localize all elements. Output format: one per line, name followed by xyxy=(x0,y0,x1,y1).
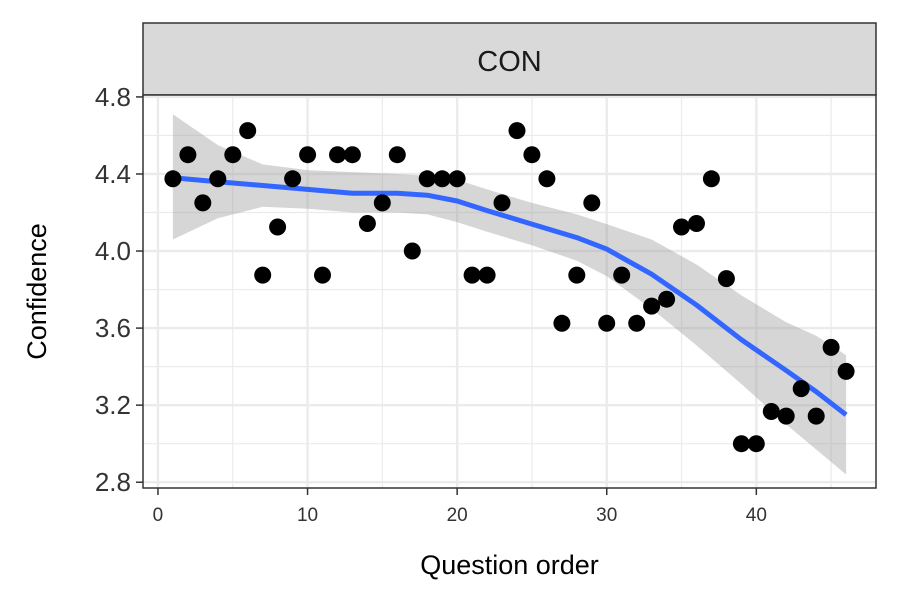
data-point xyxy=(433,170,451,188)
data-points xyxy=(164,122,855,453)
smooth-line-layer xyxy=(172,175,848,417)
data-point xyxy=(373,194,391,212)
y-tick-label: 3.6 xyxy=(95,313,131,343)
data-point xyxy=(837,362,855,380)
x-tick-label: 30 xyxy=(596,505,617,526)
data-point xyxy=(523,146,541,164)
y-tick-label: 4.0 xyxy=(95,236,131,266)
data-point xyxy=(478,266,496,284)
data-point xyxy=(658,290,676,308)
data-point xyxy=(807,407,825,425)
data-point xyxy=(388,146,406,164)
major-gridlines xyxy=(143,95,876,488)
facet-label: CON xyxy=(477,46,541,78)
data-point xyxy=(284,170,302,188)
data-point xyxy=(822,338,840,356)
y-axis-ticks: 2.8 3.2 3.6 4.0 4.4 4.8 xyxy=(95,82,143,497)
data-point xyxy=(792,380,810,398)
data-point xyxy=(673,218,690,236)
data-point xyxy=(299,146,317,164)
data-point xyxy=(463,266,481,284)
y-tick-label: 4.8 xyxy=(95,82,131,112)
data-point xyxy=(358,215,376,232)
data-point xyxy=(254,266,272,284)
data-point xyxy=(209,170,227,188)
data-point xyxy=(403,242,421,260)
data-point xyxy=(224,146,242,164)
data-point xyxy=(343,146,361,164)
confidence-band-layer xyxy=(172,114,847,475)
data-point xyxy=(613,266,631,284)
data-point xyxy=(702,170,720,188)
data-point xyxy=(717,270,735,288)
data-point xyxy=(508,122,526,140)
confidence-band xyxy=(172,114,847,475)
x-tick-label: 0 xyxy=(153,505,164,526)
data-point xyxy=(777,407,795,425)
data-point xyxy=(732,435,750,453)
data-point xyxy=(747,435,765,453)
x-axis-ticks: 0 10 20 30 40 xyxy=(153,488,767,526)
data-point xyxy=(583,194,601,212)
data-point xyxy=(239,122,257,140)
data-point xyxy=(164,170,182,188)
data-point xyxy=(568,266,586,284)
data-point xyxy=(553,314,571,332)
y-tick-label: 2.8 xyxy=(95,467,131,497)
data-point xyxy=(314,266,331,284)
y-tick-label: 3.2 xyxy=(95,390,131,420)
data-point xyxy=(418,170,436,188)
data-point xyxy=(329,146,346,164)
x-tick-label: 40 xyxy=(746,505,767,526)
data-point xyxy=(448,170,466,188)
y-axis-title: Confidence xyxy=(22,223,52,360)
data-point xyxy=(688,215,705,232)
x-tick-label: 20 xyxy=(447,505,468,526)
data-point xyxy=(628,314,646,332)
data-point xyxy=(762,403,780,420)
plot-panel xyxy=(143,95,876,488)
data-point xyxy=(194,194,212,212)
data-point xyxy=(643,297,661,315)
y-tick-label: 4.4 xyxy=(95,159,131,189)
smooth-trend-line xyxy=(172,175,848,417)
data-point xyxy=(269,218,287,236)
x-tick-label: 10 xyxy=(297,505,318,526)
panel-border xyxy=(142,94,877,489)
data-point xyxy=(493,194,511,212)
x-axis-title: Question order xyxy=(420,550,599,580)
data-point xyxy=(598,314,616,332)
data-point xyxy=(538,170,556,188)
facet-strip xyxy=(142,22,877,96)
data-point xyxy=(179,146,197,164)
